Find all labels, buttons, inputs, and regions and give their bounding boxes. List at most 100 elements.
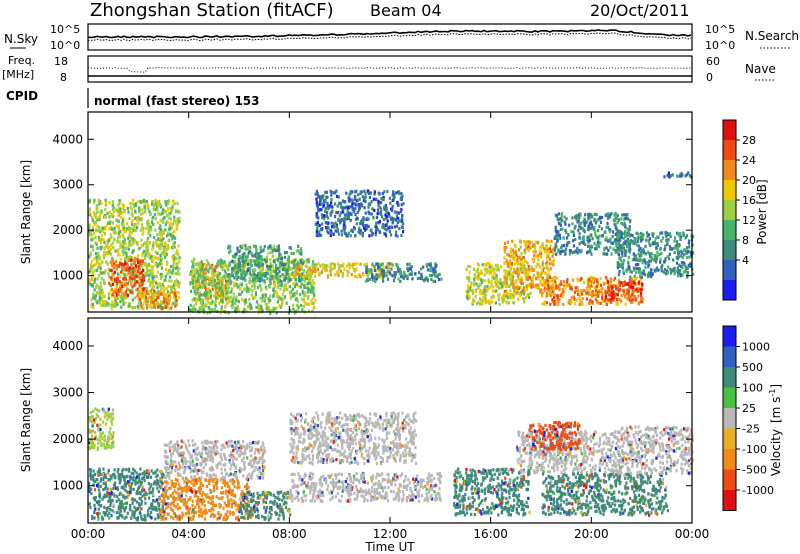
power-cell xyxy=(376,273,379,277)
power-cell xyxy=(102,238,105,242)
power-cell xyxy=(351,198,354,202)
power-cell xyxy=(261,309,264,313)
power-cell xyxy=(611,286,614,290)
power-cell xyxy=(628,287,631,291)
power-cell xyxy=(524,259,527,263)
power-cell xyxy=(114,231,117,235)
power-cell xyxy=(484,297,487,301)
power-cell xyxy=(131,279,134,283)
power-cell xyxy=(615,300,618,305)
power-cell xyxy=(593,212,596,216)
power-cell xyxy=(513,243,517,247)
power-cell xyxy=(606,290,609,295)
power-cell xyxy=(624,216,627,221)
power-cell xyxy=(243,307,246,311)
power-cell xyxy=(637,280,641,284)
power-cell xyxy=(609,290,612,294)
power-cell xyxy=(157,221,160,225)
power-cell xyxy=(93,201,96,205)
power-cell xyxy=(100,210,104,215)
power-cell xyxy=(584,242,587,246)
power-cell xyxy=(276,280,279,284)
power-cell xyxy=(681,263,684,267)
power-cell xyxy=(314,222,317,226)
power-cell xyxy=(686,246,689,250)
power-cell xyxy=(240,290,244,294)
power-cell xyxy=(260,306,263,310)
power-cell xyxy=(485,267,489,271)
power-cell xyxy=(153,303,156,307)
power-cell xyxy=(97,257,100,261)
power-cell xyxy=(338,214,341,218)
power-cell xyxy=(122,242,125,246)
power-cell xyxy=(108,274,111,279)
power-cell xyxy=(143,263,146,267)
power-cell xyxy=(300,252,303,256)
power-cell xyxy=(204,266,208,270)
power-cell xyxy=(208,306,211,310)
power-cell xyxy=(312,269,315,273)
power-cell xyxy=(233,276,236,280)
power-cell xyxy=(312,296,315,300)
power-cell xyxy=(160,284,163,288)
power-cell xyxy=(166,220,169,224)
power-cell xyxy=(547,287,550,291)
power-cell xyxy=(380,200,383,205)
power-cell xyxy=(134,222,137,227)
power-cell xyxy=(137,260,140,264)
power-cell xyxy=(536,262,539,266)
power-cell xyxy=(202,307,205,312)
power-cell xyxy=(530,278,533,282)
power-cell xyxy=(388,271,392,275)
power-cell xyxy=(165,247,168,252)
power-cell xyxy=(307,260,310,264)
power-cell xyxy=(225,287,228,291)
power-cell xyxy=(212,281,215,285)
power-cell xyxy=(677,232,680,236)
power-cell xyxy=(123,296,126,300)
power-cell xyxy=(237,300,240,304)
power-cell xyxy=(269,294,272,298)
power-cell xyxy=(242,265,245,269)
power-cell xyxy=(100,298,103,302)
power-cell xyxy=(527,267,530,271)
power-cell xyxy=(516,286,519,290)
power-cell xyxy=(149,255,153,259)
power-cell xyxy=(547,284,550,288)
power-cell xyxy=(108,251,111,255)
power-cell xyxy=(367,224,370,228)
power-cell xyxy=(272,290,276,295)
power-cell xyxy=(389,233,393,237)
power-cell xyxy=(153,236,156,240)
power-cell xyxy=(647,239,650,243)
power-cell xyxy=(541,269,544,273)
power-cell xyxy=(688,239,691,243)
power-cell xyxy=(134,277,137,282)
power-cell xyxy=(398,192,401,196)
power-cell xyxy=(173,219,176,223)
power-cell xyxy=(354,234,357,238)
power-cell xyxy=(509,255,512,259)
power-cell xyxy=(98,292,101,296)
power-cell xyxy=(280,256,283,260)
power-cell xyxy=(506,264,510,268)
power-cell xyxy=(167,268,170,273)
power-cell xyxy=(89,263,92,267)
power-cell xyxy=(491,273,495,278)
power-cell xyxy=(378,205,381,209)
power-cell xyxy=(308,266,311,270)
power-cell xyxy=(191,276,194,280)
power-cell xyxy=(121,250,124,254)
power-cell xyxy=(292,251,295,256)
power-cell xyxy=(397,203,400,207)
power-cell xyxy=(172,199,175,204)
power-cell xyxy=(609,280,613,284)
power-cell xyxy=(196,276,199,280)
power-cell xyxy=(292,258,295,263)
power-cell xyxy=(152,241,155,245)
power-cell xyxy=(130,282,133,286)
power-cell xyxy=(147,269,150,273)
power-cell xyxy=(106,211,109,215)
power-cell xyxy=(517,286,520,290)
power-cell xyxy=(309,269,312,273)
